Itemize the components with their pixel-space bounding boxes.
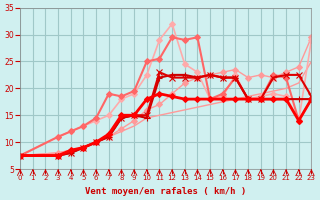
X-axis label: Vent moyen/en rafales ( km/h ): Vent moyen/en rafales ( km/h ) (85, 187, 246, 196)
